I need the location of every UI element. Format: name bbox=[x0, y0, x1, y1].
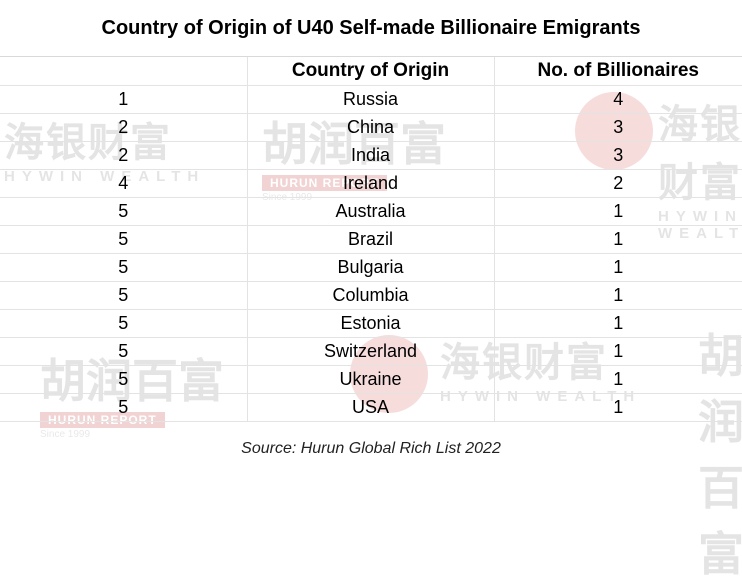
country-cell[interactable]: Ukraine bbox=[247, 365, 495, 394]
rank-cell[interactable]: 5 bbox=[0, 393, 248, 422]
country-cell[interactable]: Switzerland bbox=[247, 337, 495, 366]
count-cell[interactable]: 1 bbox=[494, 197, 742, 226]
rank-cell[interactable]: 5 bbox=[0, 197, 248, 226]
count-cell[interactable]: 2 bbox=[494, 169, 742, 198]
country-cell[interactable]: Bulgaria bbox=[247, 253, 495, 282]
count-cell[interactable]: 4 bbox=[494, 85, 742, 114]
rank-cell[interactable]: 2 bbox=[0, 141, 248, 170]
source-note: Source: Hurun Global Rich List 2022 bbox=[241, 440, 501, 457]
table-row: 5 USA 1 bbox=[0, 393, 742, 422]
rank-cell[interactable]: 5 bbox=[0, 253, 248, 282]
table-row: 5 Columbia 1 bbox=[0, 281, 742, 310]
rank-cell[interactable]: 5 bbox=[0, 225, 248, 254]
header-rank[interactable] bbox=[0, 57, 248, 86]
country-cell[interactable]: China bbox=[247, 113, 495, 142]
country-cell[interactable]: Columbia bbox=[247, 281, 495, 310]
count-cell[interactable]: 3 bbox=[494, 141, 742, 170]
header-country[interactable]: Country of Origin bbox=[247, 57, 495, 86]
table-row: 5 Switzerland 1 bbox=[0, 337, 742, 366]
header-row: Country of Origin No. of Billionaires bbox=[0, 57, 742, 86]
rank-cell[interactable]: 1 bbox=[0, 85, 248, 114]
count-cell[interactable]: 1 bbox=[494, 365, 742, 394]
count-cell[interactable]: 1 bbox=[494, 337, 742, 366]
count-cell[interactable]: 1 bbox=[494, 253, 742, 282]
header-count[interactable]: No. of Billionaires bbox=[494, 57, 742, 86]
table-title: Country of Origin of U40 Self-made Billi… bbox=[0, 0, 742, 57]
table-row: 1 Russia 4 bbox=[0, 85, 742, 114]
table-row: 5 Bulgaria 1 bbox=[0, 253, 742, 282]
rank-cell[interactable]: 5 bbox=[0, 365, 248, 394]
count-cell[interactable]: 1 bbox=[494, 393, 742, 422]
rank-cell[interactable]: 5 bbox=[0, 309, 248, 338]
count-cell[interactable]: 1 bbox=[494, 309, 742, 338]
country-cell[interactable]: Brazil bbox=[247, 225, 495, 254]
country-cell[interactable]: Ireland bbox=[247, 169, 495, 198]
country-cell[interactable]: Australia bbox=[247, 197, 495, 226]
country-cell[interactable]: India bbox=[247, 141, 495, 170]
rank-cell[interactable]: 5 bbox=[0, 337, 248, 366]
table-row: 4 Ireland 2 bbox=[0, 169, 742, 198]
rank-cell[interactable]: 2 bbox=[0, 113, 248, 142]
country-cell[interactable]: USA bbox=[247, 393, 495, 422]
table-row: 5 Brazil 1 bbox=[0, 225, 742, 254]
table-row: 5 Australia 1 bbox=[0, 197, 742, 226]
country-cell[interactable]: Estonia bbox=[247, 309, 495, 338]
count-cell[interactable]: 1 bbox=[494, 281, 742, 310]
rank-cell[interactable]: 5 bbox=[0, 281, 248, 310]
count-cell[interactable]: 1 bbox=[494, 225, 742, 254]
table-row: 5 Ukraine 1 bbox=[0, 365, 742, 394]
country-cell[interactable]: Russia bbox=[247, 85, 495, 114]
table-row: 2 China 3 bbox=[0, 113, 742, 142]
rank-cell[interactable]: 4 bbox=[0, 169, 248, 198]
count-cell[interactable]: 3 bbox=[494, 113, 742, 142]
table-row: 5 Estonia 1 bbox=[0, 309, 742, 338]
table-row: 2 India 3 bbox=[0, 141, 742, 170]
